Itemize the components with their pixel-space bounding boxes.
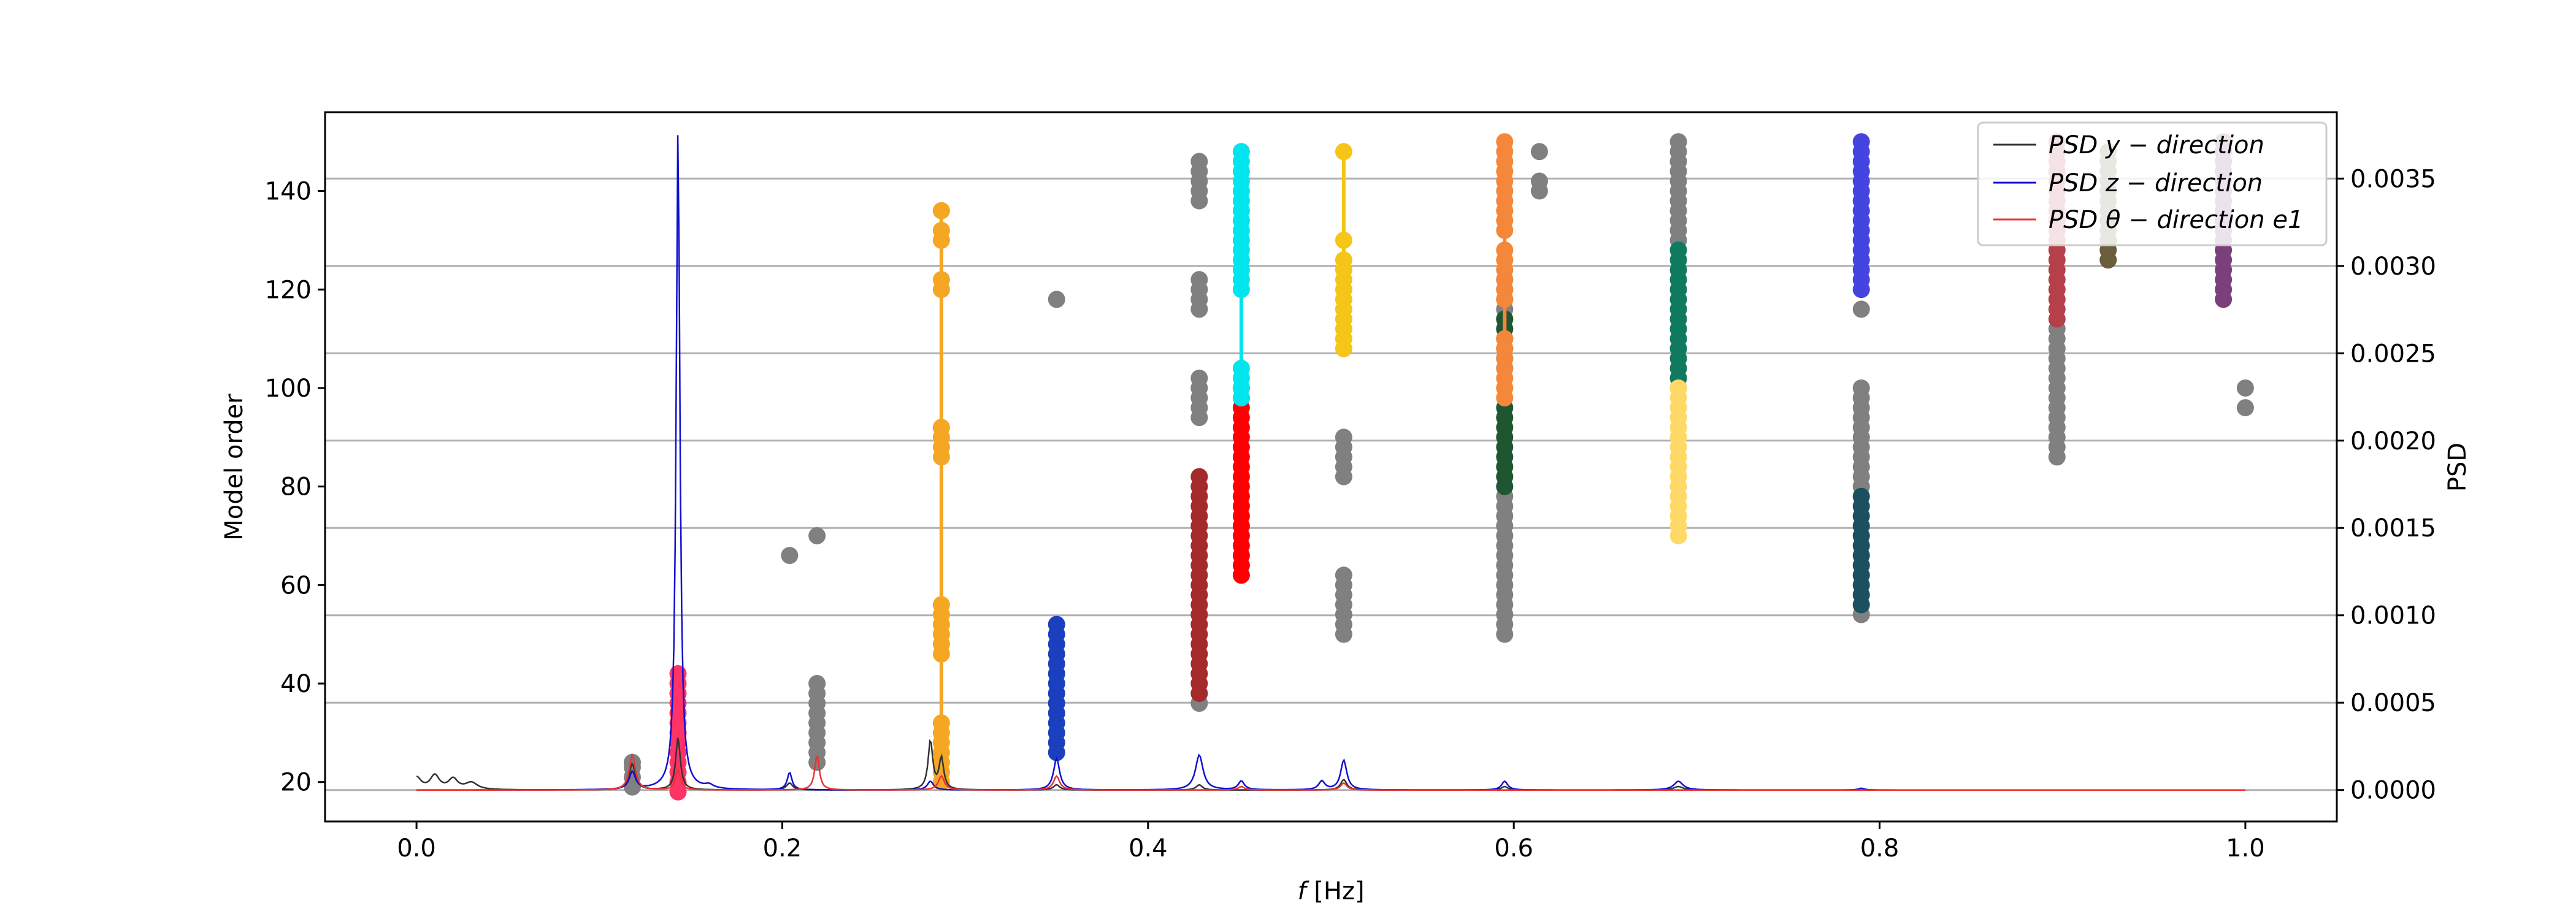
- pole-point-15-6: [1496, 330, 1514, 348]
- x-tick-label-5: 1.0: [2226, 834, 2265, 863]
- y-axis-label: Model order: [220, 394, 248, 541]
- x-tick-label-1: 0.2: [763, 834, 802, 863]
- pole-point-10-18: [1232, 143, 1250, 161]
- y2-tick-label-1: 0.0005: [2350, 689, 2436, 717]
- pole-point-12-10: [1335, 231, 1352, 249]
- pole-group-5: [1048, 291, 1065, 308]
- stable-poles-layer: [623, 133, 2254, 801]
- legend: PSD y − direction PSD z − direction PSD …: [1977, 121, 2328, 246]
- legend-label-psd-y: PSD y − direction: [2049, 131, 2264, 159]
- pole-point-16-10: [1669, 133, 1687, 151]
- pole-point-26-1: [2236, 379, 2254, 397]
- pole-point-4-6: [932, 714, 950, 732]
- pole-point-19-11: [1852, 379, 1870, 397]
- pole-point-15-22: [1496, 133, 1514, 151]
- pole-point-11-11: [1335, 429, 1352, 446]
- pole-group-7: [1190, 153, 1208, 712]
- y2-tick-label-3: 0.0015: [2350, 514, 2436, 543]
- pole-point-3-12: [669, 665, 687, 682]
- pole-point-11-6: [1335, 566, 1352, 584]
- pole-point-17-14: [1669, 241, 1687, 259]
- y-tick-label-5: 120: [265, 276, 312, 304]
- pole-group-8: [1190, 468, 1208, 703]
- pole-group-12: [1335, 143, 1352, 357]
- psd-line-2: [416, 753, 2245, 791]
- y2-tick-label-6: 0.0030: [2350, 253, 2436, 281]
- x-tick-label-2: 0.4: [1129, 834, 1168, 863]
- legend-label-psd-theta: PSD θ − direction e1: [2049, 206, 2303, 234]
- pole-group-26: [2236, 379, 2254, 417]
- pole-point-4-16: [932, 419, 950, 436]
- y-tick-label-4: 100: [265, 375, 312, 403]
- x-tick-label-3: 0.6: [1494, 834, 1533, 863]
- grid-layer: [325, 177, 2337, 791]
- pole-group-4: [932, 202, 950, 791]
- y-axis-right: 0.0000 0.0005 0.0010 0.0015 0.0020 0.0025 0.00…: [2337, 165, 2436, 805]
- x-axis-label: f [Hz]: [1297, 877, 1364, 905]
- pole-group-22: [2048, 320, 2066, 466]
- pole-group-1: [781, 527, 826, 565]
- y2-tick-label-5: 0.0025: [2350, 340, 2436, 368]
- pole-point-1-1: [808, 527, 826, 544]
- y2-axis-label: PSD: [2444, 443, 2472, 492]
- pole-point-20-11: [1852, 487, 1870, 505]
- legend-box: [1977, 121, 2328, 246]
- pole-group-11: [1335, 429, 1352, 643]
- pole-point-7-9: [1190, 271, 1208, 289]
- pole-point-1-0: [781, 547, 799, 565]
- pole-group-16: [1669, 133, 1687, 249]
- psd-line-1: [416, 135, 2245, 791]
- pole-point-18-15: [1669, 379, 1687, 397]
- plot-frame: [324, 111, 2338, 823]
- psd-line-0: [416, 737, 2245, 791]
- y2-tick-label-7: 0.0035: [2350, 165, 2436, 193]
- y-tick-label-2: 60: [280, 571, 312, 600]
- pole-point-19-12: [1852, 300, 1870, 318]
- y-tick-label-1: 40: [280, 670, 312, 698]
- legend-label-psd-z: PSD z − direction: [2049, 169, 2263, 197]
- pole-point-7-14: [1190, 153, 1208, 170]
- pole-point-2-8: [808, 675, 826, 693]
- pole-point-12-11: [1335, 143, 1352, 161]
- pole-point-13-22: [1530, 172, 1548, 190]
- y-axis-left: 20 40 60 80 100 120 140: [265, 178, 325, 797]
- x-tick-label-0: 0.0: [397, 834, 436, 863]
- y-tick-label-6: 140: [265, 178, 312, 206]
- y-tick-label-3: 80: [280, 473, 312, 501]
- pole-group-17: [1669, 241, 1687, 397]
- pole-point-21-15: [1852, 133, 1870, 151]
- pole-point-8-22: [1190, 468, 1208, 486]
- pole-point-15-12: [1496, 241, 1514, 259]
- pole-point-4-18: [932, 271, 950, 289]
- pole-group-6: [1048, 615, 1065, 761]
- pole-point-10-3: [1232, 359, 1250, 377]
- pole-point-12-9: [1335, 251, 1352, 269]
- pole-group-0: [623, 753, 641, 796]
- y2-tick-label-2: 0.0010: [2350, 602, 2436, 630]
- pole-point-4-21: [932, 202, 950, 219]
- pole-group-18: [1669, 379, 1687, 544]
- pole-point-13-23: [1530, 143, 1548, 161]
- pole-group-21: [1852, 133, 1870, 299]
- pole-point-5-0: [1048, 291, 1065, 308]
- pole-group-15: [1496, 133, 1514, 407]
- pole-point-26-0: [2236, 399, 2254, 417]
- x-tick-label-4: 0.8: [1860, 834, 1899, 863]
- y-tick-label-0: 20: [280, 769, 312, 797]
- pole-group-9: [1232, 379, 1250, 584]
- pole-group-10: [1232, 143, 1250, 407]
- pole-group-2: [808, 675, 826, 771]
- y2-tick-label-0: 0.0000: [2350, 777, 2436, 805]
- psd-layer: [416, 135, 2245, 791]
- pole-point-4-20: [932, 221, 950, 239]
- pole-group-20: [1852, 487, 1870, 614]
- pole-point-0-3: [623, 753, 641, 771]
- pole-point-6-13: [1048, 615, 1065, 633]
- pole-point-4-12: [932, 596, 950, 614]
- pole-point-7-5: [1190, 369, 1208, 387]
- y2-tick-label-4: 0.0020: [2350, 427, 2436, 455]
- x-axis: 0.0 0.2 0.4 0.6 0.8 1.0: [397, 821, 2265, 863]
